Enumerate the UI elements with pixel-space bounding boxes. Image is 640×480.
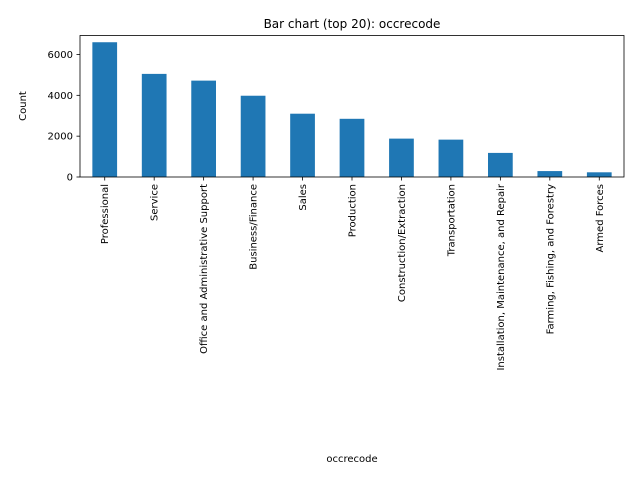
x-tick-label-2: Office and Administrative Support <box>199 184 210 354</box>
x-tick-label-9: Farming, Fishing, and Forestry <box>545 184 556 334</box>
bar-5 <box>339 118 365 177</box>
bar-0 <box>92 42 118 177</box>
plot-frame <box>79 35 625 178</box>
bar-9 <box>537 171 563 177</box>
x-tick-label-6: Construction/Extraction <box>397 184 408 302</box>
y-tick-label-3: 6000 <box>48 50 73 61</box>
x-tick-label-7: Transportation <box>446 184 457 257</box>
bar-3 <box>240 95 266 177</box>
chart-title: Bar chart (top 20): occrecode <box>264 17 441 31</box>
x-axis-ticks: Professional Service Office and Administra… <box>100 177 606 371</box>
bar-10 <box>586 172 612 177</box>
y-tick-label-2: 4000 <box>48 91 73 102</box>
x-tick-label-3: Business/Finance <box>249 184 260 270</box>
y-axis-ticks: 0 2000 4000 6000 <box>48 50 80 184</box>
x-axis-label: occrecode <box>326 454 377 465</box>
x-tick-label-8: Installation, Maintenance, and Repair <box>496 183 507 370</box>
x-tick-label-10: Armed Forces <box>595 184 606 252</box>
bar-7 <box>438 139 464 177</box>
bar-2 <box>191 80 216 177</box>
x-tick-label-4: Sales <box>298 184 309 211</box>
bars-group <box>92 42 612 177</box>
x-tick-label-5: Production <box>348 184 359 237</box>
bar-8 <box>488 152 513 177</box>
y-axis-label: Count <box>18 91 29 121</box>
x-tick-label-0: Professional <box>100 184 111 244</box>
y-tick-label-0: 0 <box>67 173 73 184</box>
bar-6 <box>389 138 414 177</box>
bar-1 <box>141 73 167 177</box>
y-tick-label-1: 2000 <box>48 132 73 143</box>
x-tick-label-1: Service <box>150 184 161 221</box>
bar-4 <box>290 113 315 177</box>
